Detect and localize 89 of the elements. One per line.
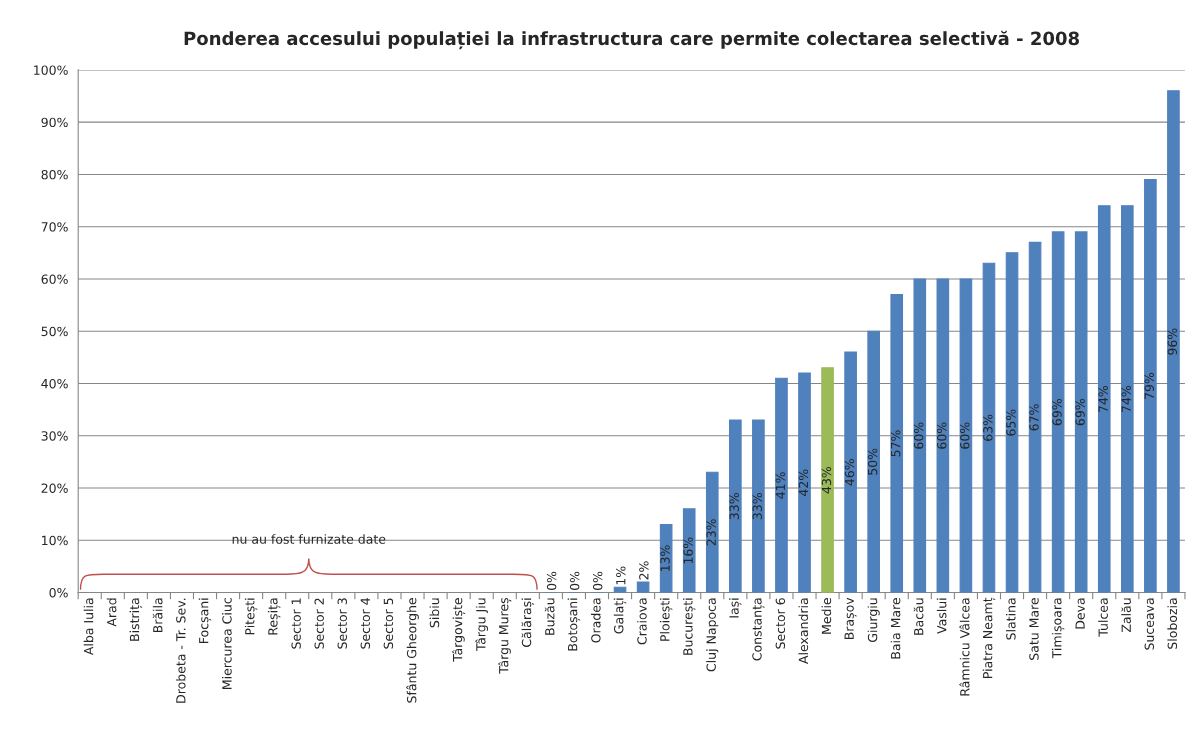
data-label: 63% [983,414,993,441]
x-tick-label: Piatra Neamț [982,597,996,678]
x-tick-label: Drobeta - Tr. Sev. [175,598,186,703]
data-label: 74% [1098,385,1108,412]
x-tick-label: Alba Iulia [83,598,94,656]
data-label: 23% [706,519,716,546]
data-label: 0% [546,571,557,591]
x-tick-label: Zalău [1121,598,1131,633]
x-tick-label: Sector 1 [291,598,301,649]
x-tick-label: Târgoviște [452,598,466,662]
y-tick-label: 70% [41,222,68,232]
x-tick-label: Deva [1075,598,1085,629]
x-tick-label: Slobozia [1167,598,1178,649]
x-tick-label: Sector 6 [775,598,786,649]
y-tick-label: 20% [41,483,68,493]
x-tick-label: Târgu Mureș [498,597,512,674]
x-tick-label: Reșița [267,598,281,635]
data-label: 60% [913,422,924,449]
x-tick-label: Buzău [544,598,555,635]
data-label: 50% [867,448,878,475]
y-tick-label: 10% [42,535,68,546]
data-label: 1% [616,566,626,585]
x-tick-label: Oradea [590,598,601,643]
x-tick-label: Sibiu [429,598,440,628]
x-tick-label: Sfântu Gheorghe [406,598,419,703]
x-tick-label: Baia Mare [890,598,901,659]
x-tick-label: Vaslui [936,598,947,634]
data-label: 74% [1121,385,1131,412]
data-label: 57% [890,430,901,457]
x-tick-label: Arad [106,598,117,627]
data-label: 33% [752,493,763,520]
x-tick-label: Bacău [913,598,924,635]
x-tick-label: Brăila [152,598,163,633]
data-label: 79% [1144,372,1154,399]
x-tick-label: Alexandria [798,598,809,664]
x-tick-label: Focșani [198,598,212,643]
x-tick-label: Sector 3 [337,598,347,649]
data-label: 96% [1167,328,1178,355]
x-tick-label: Satu Mare [1029,598,1039,660]
chart-title: Ponderea accesului populației la infrastructura care permite colectarea selectivă - 2008 [184,30,1079,50]
y-tick-label: 60% [41,274,68,284]
data-label: 69% [1052,399,1062,426]
data-label: 46% [844,459,855,486]
data-label: 60% [937,422,947,449]
x-tick-label: Râmnicu Vâlcea [959,598,970,696]
y-tick-label: 40% [41,378,68,389]
data-label: 69% [1075,399,1085,426]
y-tick-label: 50% [41,326,68,337]
x-tick-label: Slatina [1005,598,1016,640]
x-tick-label: Călărași [521,598,535,647]
data-label: 16% [683,537,693,564]
data-label: 33% [729,493,739,520]
annotation: nu au fost furnizate date [232,534,386,544]
data-label: 0% [569,571,580,591]
x-tick-label: Timișoara [1051,598,1065,659]
x-tick-label: Pitești [244,598,258,635]
x-tick-label: Bistrița [129,598,143,641]
x-tick-label: Suceava [1144,598,1154,650]
x-tick-label: Iași [729,598,742,618]
x-tick-label: Sector 2 [314,598,324,649]
data-label: 41% [775,472,786,499]
data-label: 60% [960,422,970,449]
y-tick-label: 30% [41,431,68,441]
data-label: 0% [593,571,603,591]
data-label: 43% [821,466,832,494]
x-tick-label: Galați [613,598,627,634]
x-tick-label: Tulcea [1098,598,1108,637]
x-tick-label: Sector 4 [360,598,371,649]
y-tick-label: 80% [41,169,68,180]
x-tick-label: Cluj Napoca [706,598,719,672]
x-tick-label: Botoșani [567,598,581,651]
x-tick-label: Sector 5 [383,598,394,649]
x-tick-label: Giurgiu [867,598,880,642]
y-tick-label: 100% [34,65,68,75]
x-tick-label: București [682,598,696,655]
x-tick-label: Ploiești [659,598,673,641]
data-label: 67% [1029,404,1039,431]
x-tick-label: Constanța [752,598,765,661]
data-label: 65% [1006,409,1016,436]
x-tick-label: Brașov [844,597,857,640]
y-tick-label: 0% [49,587,68,598]
x-tick-label: Craiova [637,598,647,645]
data-label: 2% [639,561,649,580]
x-tick-label: Miercurea Ciuc [222,598,232,689]
y-tick-label: 90% [41,117,68,128]
x-tick-label: Medie [821,598,832,634]
data-label: 42% [798,469,809,497]
data-label: 13% [660,545,670,572]
x-tick-label: Târgu Jiu [475,598,488,652]
